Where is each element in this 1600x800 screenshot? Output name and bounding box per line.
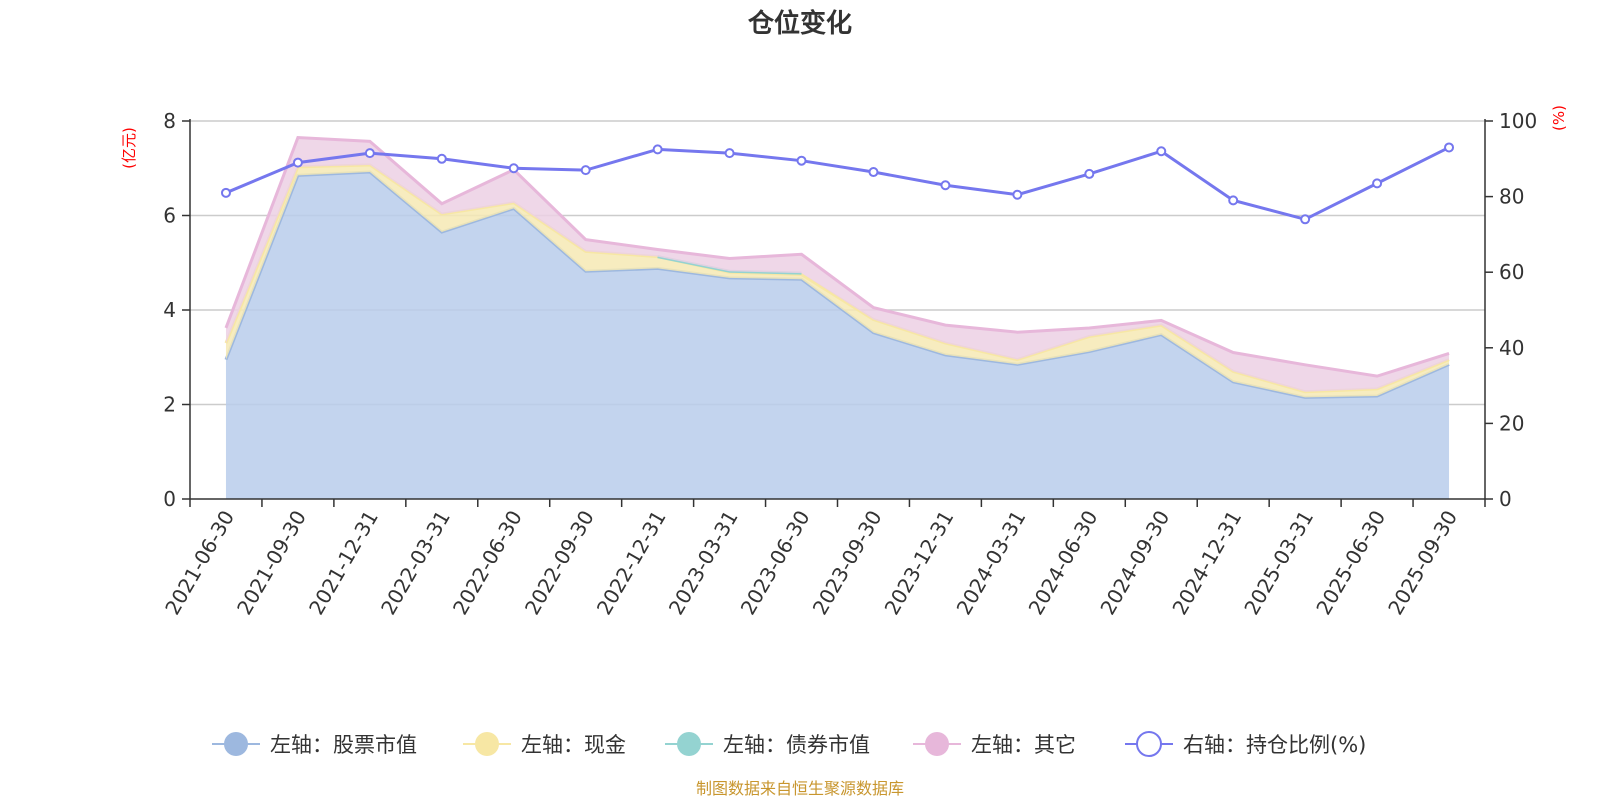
legend-marker — [475, 732, 499, 756]
legend-label: 右轴：持仓比例(%) — [1183, 733, 1366, 757]
ratio-point — [436, 153, 447, 164]
ratio-line-path — [225, 146, 1450, 221]
x-tick-label: 2021-09-30 — [232, 506, 311, 619]
ratio-point — [868, 167, 879, 178]
legend-label: 左轴：现金 — [521, 733, 626, 757]
area-series — [224, 135, 1450, 499]
left-tick-label: 8 — [163, 109, 176, 133]
x-tick-label: 2025-06-30 — [1311, 506, 1390, 619]
ratio-point — [220, 187, 231, 198]
ratio-point — [580, 165, 591, 176]
x-tick-label: 2025-03-31 — [1239, 506, 1318, 619]
legend-item[interactable]: 右轴：持仓比例(%) — [1125, 731, 1366, 757]
ratio-point — [292, 157, 303, 168]
x-tick-label: 2025-09-30 — [1383, 506, 1462, 619]
x-tick-label: 2023-12-31 — [880, 506, 959, 619]
ratio-point — [940, 180, 951, 191]
area-fill — [225, 164, 1450, 398]
area-series-line — [224, 135, 1450, 378]
holding-ratio-line — [220, 142, 1455, 225]
legend-label: 左轴：债券市值 — [723, 733, 870, 757]
legend-item[interactable]: 左轴：债券市值 — [665, 732, 870, 757]
left-tick-label: 2 — [163, 393, 176, 417]
right-tick-label: 20 — [1499, 411, 1524, 435]
left-tick-label: 6 — [163, 204, 176, 228]
left-axis-unit: (亿元) — [120, 127, 138, 169]
legend-item[interactable]: 左轴：现金 — [463, 732, 626, 757]
x-tick-label: 2021-12-31 — [304, 506, 383, 619]
ratio-point — [1444, 142, 1455, 153]
area-series-line — [224, 170, 1450, 399]
x-tick-label: 2023-03-31 — [664, 506, 743, 619]
legend-marker — [677, 732, 701, 756]
legend: 左轴：股票市值 左轴：现金 左轴：债券市值 左轴：其它 右轴：持仓比例(%) — [212, 731, 1366, 757]
legend-marker — [925, 732, 949, 756]
ratio-point — [1084, 168, 1095, 179]
legend-label: 左轴：股票市值 — [270, 733, 417, 757]
area-series-line — [657, 255, 802, 275]
ratio-point — [1300, 214, 1311, 225]
x-tick-label: 2024-12-31 — [1167, 506, 1246, 619]
legend-marker — [1136, 731, 1162, 757]
ratio-point — [1228, 195, 1239, 206]
left-tick-label: 4 — [163, 298, 176, 322]
ratio-point — [508, 163, 519, 174]
right-tick-label: 100 — [1499, 109, 1537, 133]
x-tick-label: 2024-09-30 — [1095, 506, 1174, 619]
x-tick-label: 2023-06-30 — [736, 506, 815, 619]
ratio-point — [1372, 178, 1383, 189]
x-tick-label: 2022-12-31 — [592, 506, 671, 619]
left-tick-label: 0 — [163, 487, 176, 511]
area-fill — [225, 172, 1450, 499]
x-tick-label: 2021-06-30 — [160, 506, 239, 619]
area-fill — [225, 137, 1450, 392]
right-tick-label: 40 — [1499, 336, 1524, 360]
right-tick-label: 60 — [1499, 260, 1524, 284]
x-tick-label: 2024-06-30 — [1023, 506, 1102, 619]
right-tick-label: 0 — [1499, 487, 1512, 511]
x-tick-label: 2022-06-30 — [448, 506, 527, 619]
area-series-line — [224, 163, 1450, 394]
legend-marker — [224, 732, 248, 756]
legend-label: 左轴：其它 — [971, 733, 1076, 757]
ratio-point — [796, 155, 807, 166]
x-tick-label: 2024-03-31 — [952, 506, 1031, 619]
ratio-point — [1156, 146, 1167, 157]
x-tick-label: 2023-09-30 — [808, 506, 887, 619]
x-tick-label: 2022-09-30 — [520, 506, 599, 619]
ratio-point — [1012, 189, 1023, 200]
chart-title: 仓位变化 — [747, 8, 852, 39]
x-tick-label: 2022-03-31 — [376, 506, 455, 619]
ratio-point — [364, 148, 375, 159]
right-axis-unit: (%) — [1550, 105, 1568, 131]
legend-item[interactable]: 左轴：其它 — [913, 732, 1076, 757]
source-note: 制图数据来自恒生聚源数据库 — [696, 779, 904, 798]
legend-item[interactable]: 左轴：股票市值 — [212, 732, 417, 757]
ratio-point — [724, 148, 735, 159]
ratio-point — [652, 144, 663, 155]
right-tick-label: 80 — [1499, 185, 1524, 209]
